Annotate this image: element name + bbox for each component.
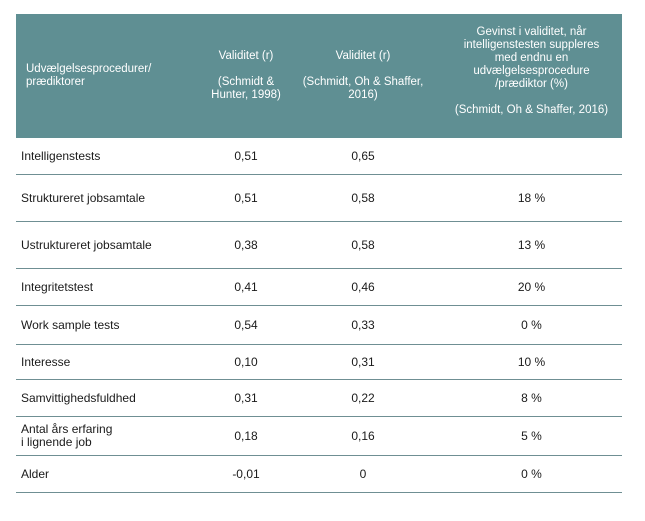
table-row: Alder -0,01 0 0 % (16, 456, 622, 493)
validity-1998: 0,38 (234, 237, 258, 252)
validity-1998: -0,01 (232, 466, 260, 481)
validity-1998: 0,51 (234, 190, 258, 205)
predictor-label: Interesse (21, 354, 71, 369)
predictor-label: Ustruktureret jobsamtale (21, 237, 152, 252)
header-validity-1998: Validitet (r) (Schmidt & Hunter, 1998) (211, 50, 281, 101)
validity-1998: 0,10 (234, 354, 258, 369)
validity-gain: 10 % (517, 354, 546, 369)
predictor-label: Intelligenstests (21, 148, 101, 163)
validity-1998: 0,51 (234, 148, 258, 163)
validity-gain: 13 % (517, 237, 546, 252)
validity-gain: 0 % (521, 317, 542, 332)
predictor-label: Antal års erfaring i lignende job (21, 422, 113, 449)
validity-2016: 0,22 (351, 390, 375, 405)
header-predictor: Udvælgelsesprocedurer/ prædiktorer (26, 63, 152, 88)
validity-1998: 0,18 (234, 428, 258, 443)
table-row: Integritetstest 0,41 0,46 20 % (16, 269, 622, 306)
validity-2016: 0,16 (351, 428, 375, 443)
validity-gain: 18 % (517, 190, 546, 205)
table-row: Struktureret jobsamtale 0,51 0,58 18 % (16, 175, 622, 222)
table-row: Antal års erfaring i lignende job 0,18 0… (16, 417, 622, 456)
validity-2016: 0 (359, 466, 367, 481)
header-validity-2016: Validitet (r) (Schmidt, Oh & Shaffer, 20… (302, 50, 424, 101)
validity-gain: 0 % (521, 466, 542, 481)
table-row: Samvittighedsfuldhed 0,31 0,22 8 % (16, 380, 622, 417)
table-row: Ustruktureret jobsamtale 0,38 0,58 13 % (16, 222, 622, 269)
validity-1998: 0,41 (234, 279, 258, 294)
table-row: Intelligenstests 0,51 0,65 (16, 138, 622, 175)
predictor-label: Alder (21, 466, 50, 481)
validity-gain: 5 % (521, 428, 542, 443)
validity-2016: 0,65 (351, 148, 375, 163)
validity-2016: 0,33 (351, 317, 375, 332)
predictor-label: Samvittighedsfuldhed (21, 390, 136, 405)
validity-2016: 0,46 (351, 279, 375, 294)
predictor-label: Struktureret jobsamtale (21, 190, 146, 205)
header-validity-gain: Gevinst i validitet, når intelligenstest… (454, 26, 609, 116)
validity-1998: 0,31 (234, 390, 258, 405)
table-row: Work sample tests 0,54 0,33 0 % (16, 306, 622, 345)
validity-2016: 0,31 (351, 354, 375, 369)
validity-2016: 0,58 (351, 237, 375, 252)
validity-gain (441, 138, 622, 174)
validity-gain: 20 % (517, 279, 546, 294)
table-row: Interesse 0,10 0,31 10 % (16, 345, 622, 380)
validity-2016: 0,58 (351, 190, 375, 205)
predictor-label: Work sample tests (21, 317, 120, 332)
validity-table: Udvælgelsesprocedurer/ prædiktorer Valid… (16, 14, 622, 493)
table-header: Udvælgelsesprocedurer/ prædiktorer Valid… (16, 14, 622, 138)
predictor-label: Integritetstest (21, 279, 94, 294)
validity-gain: 8 % (521, 390, 542, 405)
validity-1998: 0,54 (234, 317, 258, 332)
